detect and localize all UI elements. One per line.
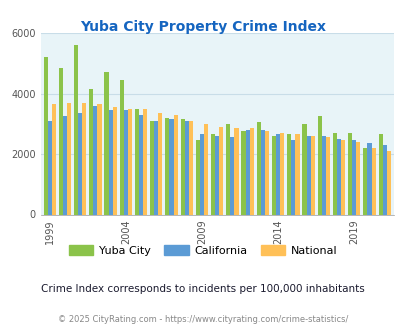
Bar (386, 151, 390, 214)
Bar (150, 121, 154, 214)
Bar (124, 110, 128, 214)
Bar (351, 140, 356, 214)
Bar (271, 136, 275, 214)
Bar (275, 134, 279, 214)
Bar (306, 136, 310, 214)
Bar (256, 122, 260, 214)
Bar (260, 130, 264, 214)
Bar (52, 104, 56, 214)
Bar (78, 113, 82, 214)
Bar (295, 134, 299, 214)
Bar (286, 134, 290, 214)
Bar (188, 121, 192, 214)
Bar (249, 128, 253, 214)
Bar (336, 139, 340, 214)
Bar (165, 118, 169, 214)
Bar (356, 142, 360, 214)
Bar (264, 131, 269, 214)
Bar (143, 109, 147, 214)
Bar (230, 137, 234, 214)
Bar (47, 121, 52, 214)
Bar (93, 106, 97, 214)
Bar (169, 119, 173, 214)
Bar (245, 130, 249, 214)
Bar (195, 140, 199, 214)
Bar (332, 133, 336, 214)
Bar (74, 45, 78, 214)
Bar (97, 104, 101, 214)
Bar (128, 109, 132, 214)
Bar (173, 115, 177, 214)
Bar (134, 109, 139, 214)
Bar (113, 107, 117, 214)
Text: Crime Index corresponds to incidents per 100,000 inhabitants: Crime Index corresponds to incidents per… (41, 284, 364, 294)
Bar (367, 144, 371, 214)
Text: © 2025 CityRating.com - https://www.cityrating.com/crime-statistics/: © 2025 CityRating.com - https://www.city… (58, 315, 347, 324)
Bar (310, 136, 314, 214)
Bar (67, 103, 71, 214)
Bar (154, 121, 158, 214)
Bar (279, 133, 284, 214)
Bar (340, 140, 344, 214)
Bar (234, 128, 238, 214)
Bar (290, 140, 295, 214)
Legend: Yuba City, California, National: Yuba City, California, National (64, 241, 341, 260)
Bar (108, 110, 113, 214)
Bar (180, 119, 184, 214)
Bar (321, 136, 325, 214)
Bar (211, 134, 215, 214)
Bar (59, 68, 63, 214)
Bar (158, 113, 162, 214)
Bar (104, 72, 108, 214)
Bar (317, 116, 321, 214)
Bar (184, 121, 188, 214)
Bar (199, 134, 204, 214)
Bar (241, 131, 245, 214)
Bar (382, 145, 386, 214)
Bar (226, 124, 230, 214)
Bar (325, 137, 329, 214)
Bar (63, 116, 67, 214)
Bar (215, 136, 219, 214)
Bar (377, 134, 382, 214)
Bar (119, 80, 124, 214)
Bar (204, 124, 208, 214)
Bar (371, 148, 375, 214)
Bar (362, 148, 367, 214)
Bar (302, 124, 306, 214)
Bar (82, 103, 86, 214)
Bar (43, 57, 47, 215)
Text: Yuba City Property Crime Index: Yuba City Property Crime Index (80, 20, 325, 34)
Bar (347, 133, 351, 214)
Bar (219, 127, 223, 214)
Bar (89, 89, 93, 214)
Bar (139, 115, 143, 214)
